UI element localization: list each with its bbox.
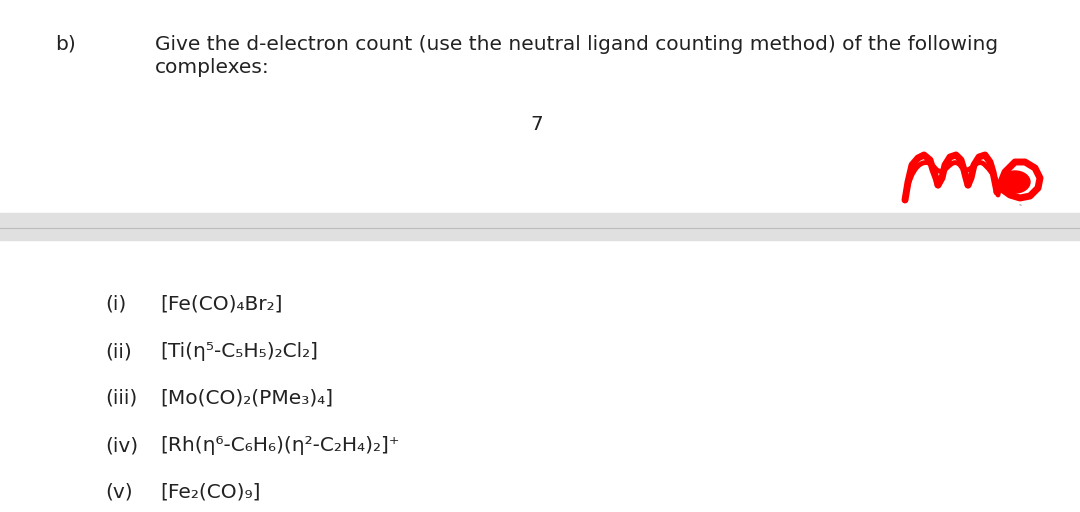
Text: ˢ: ˢ (1018, 202, 1022, 211)
Text: Give the d-electron count (use the neutral ligand counting method) of the follow: Give the d-electron count (use the neutr… (156, 35, 998, 54)
Text: [Rh(η⁶-C₆H₆)(η²-C₂H₄)₂]⁺: [Rh(η⁶-C₆H₆)(η²-C₂H₄)₂]⁺ (160, 436, 400, 455)
Text: complexes:: complexes: (156, 58, 270, 77)
Ellipse shape (1000, 171, 1030, 193)
Text: [Mo(CO)₂(PMe₃)₄]: [Mo(CO)₂(PMe₃)₄] (160, 389, 333, 408)
Text: (i): (i) (105, 295, 126, 314)
Text: (iv): (iv) (105, 436, 138, 455)
Text: 7: 7 (530, 115, 543, 134)
Text: b): b) (55, 35, 76, 54)
Text: [Ti(η⁵-C₅H₅)₂Cl₂]: [Ti(η⁵-C₅H₅)₂Cl₂] (160, 342, 318, 361)
Text: (iii): (iii) (105, 389, 137, 408)
Text: (ii): (ii) (105, 342, 132, 361)
Text: [Fe(CO)₄Br₂]: [Fe(CO)₄Br₂] (160, 295, 283, 314)
Bar (0, 213, 1080, 240)
Text: (v): (v) (105, 483, 133, 502)
Text: [Fe₂(CO)₉]: [Fe₂(CO)₉] (160, 483, 260, 502)
